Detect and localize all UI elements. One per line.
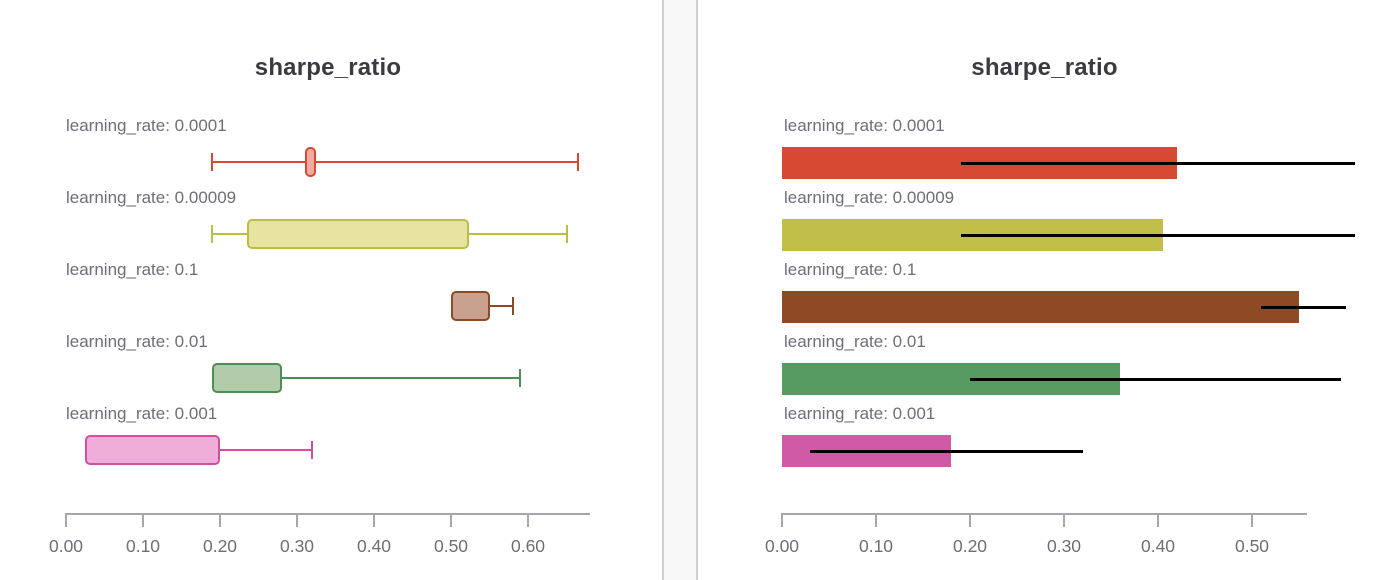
whisker-cap-max	[565, 225, 568, 243]
category-label: learning_rate: 0.1	[66, 260, 199, 279]
error-bar	[960, 161, 1356, 165]
x-axis-tick-label: 0.40	[1140, 536, 1176, 556]
category-label: learning_rate: 0.001	[66, 404, 218, 423]
whisker-cap-min	[211, 153, 214, 171]
bar[interactable]	[782, 291, 1299, 323]
whisker-cap-max	[311, 441, 314, 459]
x-axis-tick-label: 0.50	[433, 536, 469, 556]
box[interactable]	[85, 435, 220, 465]
category-label: learning_rate: 0.00009	[784, 188, 955, 207]
whisker-cap-max	[577, 153, 580, 171]
category-label: learning_rate: 0.0001	[784, 116, 945, 135]
x-axis-tick-label: 0.50	[1234, 536, 1270, 556]
x-axis-line	[782, 513, 1307, 515]
panel-divider	[662, 0, 698, 580]
category-label: learning_rate: 0.00009	[66, 188, 237, 207]
x-axis-tick	[969, 513, 971, 527]
chart-title: sharpe_ratio	[971, 54, 1118, 81]
category-label: learning_rate: 0.01	[784, 332, 926, 351]
x-axis-tick	[875, 513, 877, 527]
box[interactable]	[304, 147, 317, 177]
box-plot-area: learning_rate: 0.0001 learning_rate: 0.00…	[0, 0, 662, 580]
error-bar	[1261, 305, 1346, 309]
box[interactable]	[212, 363, 282, 393]
x-axis-tick	[296, 513, 298, 527]
x-axis-tick-label: 0.10	[125, 536, 161, 556]
x-axis-line	[66, 513, 590, 515]
whisker-line	[212, 161, 579, 163]
x-axis-tick-label: 0.60	[510, 536, 546, 556]
x-axis-tick	[781, 513, 783, 527]
whisker-cap-min	[211, 225, 214, 243]
x-axis-tick-label: 0.10	[858, 536, 894, 556]
x-axis-tick	[65, 513, 67, 527]
error-bar	[810, 449, 1083, 453]
x-axis-tick-label: 0.00	[764, 536, 800, 556]
x-axis-tick	[450, 513, 452, 527]
bar-chart-panel[interactable]: sharpe_ratio learning_rate: 0.0001 learni…	[698, 0, 1376, 580]
x-axis-tick-label: 0.00	[48, 536, 84, 556]
error-bar	[960, 233, 1356, 237]
chart-title: sharpe_ratio	[254, 54, 402, 81]
x-axis-tick-label: 0.30	[1046, 536, 1082, 556]
x-axis-tick-label: 0.30	[279, 536, 315, 556]
error-bar	[970, 377, 1342, 381]
bar-chart-area: learning_rate: 0.0001 learning_rate: 0.00…	[698, 0, 1376, 580]
category-label: learning_rate: 0.1	[784, 260, 917, 279]
box[interactable]	[451, 291, 490, 321]
x-axis-tick-label: 0.20	[952, 536, 988, 556]
whisker-cap-max	[519, 369, 522, 387]
box[interactable]	[246, 219, 469, 249]
x-axis-tick	[219, 513, 221, 527]
category-label: learning_rate: 0.001	[784, 404, 936, 423]
x-axis-tick	[1063, 513, 1065, 527]
x-axis-tick-label: 0.20	[202, 536, 238, 556]
x-axis-tick	[1157, 513, 1159, 527]
whisker-line	[212, 377, 521, 379]
x-axis-tick	[527, 513, 529, 527]
x-axis-tick-label: 0.40	[356, 536, 392, 556]
x-axis-tick	[1251, 513, 1253, 527]
box-plot-panel[interactable]: sharpe_ratio learning_rate: 0.0001 learni…	[0, 0, 662, 580]
x-axis-tick	[142, 513, 144, 527]
whisker-cap-max	[511, 297, 514, 315]
category-label: learning_rate: 0.01	[66, 332, 208, 351]
x-axis-tick	[373, 513, 375, 527]
category-label: learning_rate: 0.0001	[66, 116, 227, 135]
